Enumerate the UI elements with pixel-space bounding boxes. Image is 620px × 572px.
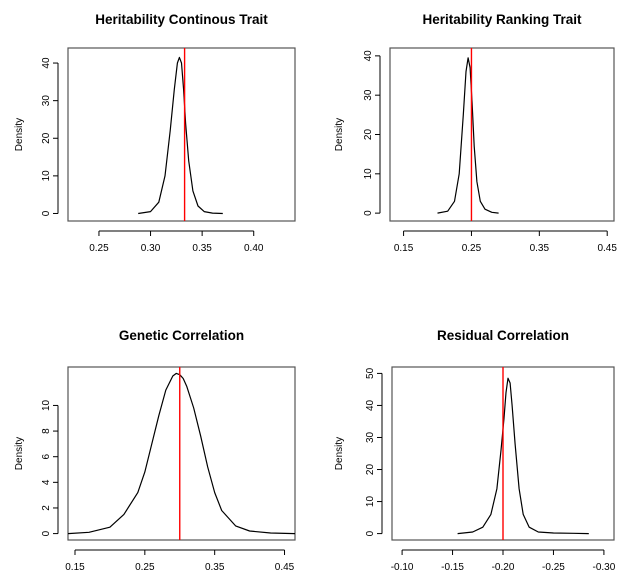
x-tick-label: 0.25 xyxy=(135,562,155,572)
y-tick-label: 10 xyxy=(41,170,52,182)
chart-title: Genetic Correlation xyxy=(119,328,244,343)
plot-frame xyxy=(389,47,615,222)
y-tick-label: 6 xyxy=(41,453,52,459)
x-tick-label: 0.30 xyxy=(141,243,161,254)
density-curve xyxy=(67,372,296,535)
density-curve xyxy=(138,56,223,215)
x-tick-label: -0.10 xyxy=(391,562,414,572)
y-tick-label: 8 xyxy=(41,428,52,434)
x-tick-label: 0.45 xyxy=(275,562,295,572)
y-tick-label: 20 xyxy=(363,129,374,141)
y-axis-label: Density xyxy=(14,437,25,470)
y-tick-label: 40 xyxy=(41,57,52,69)
y-tick-label: 40 xyxy=(365,399,376,411)
chart-title: Residual Correlation xyxy=(437,328,569,343)
x-tick-label: 0.25 xyxy=(462,243,482,254)
y-tick-label: 20 xyxy=(41,132,52,144)
y-tick-label: 0 xyxy=(365,530,376,536)
y-tick-label: 10 xyxy=(363,168,374,180)
y-tick-label: 40 xyxy=(363,50,374,62)
y-tick-label: 0 xyxy=(41,530,52,536)
x-tick-label: 0.15 xyxy=(394,243,414,254)
x-tick-label: -0.20 xyxy=(492,562,515,572)
chart-panel-3: Genetic Correlation Density 0 2 4 6 8 10 0.15 0.2… xyxy=(14,328,296,572)
y-axis-label: Density xyxy=(334,437,345,470)
y-axis-label: Density xyxy=(14,118,25,151)
chart-title: Heritability Ranking Trait xyxy=(422,12,582,27)
density-curve xyxy=(437,57,499,214)
plot-frame xyxy=(67,366,296,541)
density-curve xyxy=(457,377,589,535)
y-tick-label: 50 xyxy=(365,367,376,379)
y-tick-label: 10 xyxy=(365,496,376,508)
x-tick-label: -0.25 xyxy=(542,562,565,572)
chart-panel-4: Residual Correlation Density 0 10 20 30 40 50 -0… xyxy=(334,328,616,572)
x-tick-label: 0.35 xyxy=(192,243,212,254)
chart-panel-2: Heritability Ranking Trait Density 0 10 20 30… xyxy=(334,12,617,254)
y-tick-label: 0 xyxy=(41,210,52,216)
y-tick-label: 0 xyxy=(363,210,374,216)
y-axis-label: Density xyxy=(334,118,345,151)
x-tick-label: 0.35 xyxy=(530,243,550,254)
y-tick-label: 2 xyxy=(41,505,52,511)
y-tick-label: 30 xyxy=(365,431,376,443)
x-tick-label: 0.45 xyxy=(597,243,617,254)
y-tick-label: 20 xyxy=(365,464,376,476)
x-tick-label: -0.15 xyxy=(441,562,464,572)
chart-panel-1: Heritability Continous Trait Density 0 10 20… xyxy=(14,12,296,254)
x-tick-label: 0.35 xyxy=(205,562,225,572)
x-tick-label: 0.40 xyxy=(244,243,264,254)
y-tick-label: 30 xyxy=(363,89,374,101)
x-tick-label: -0.30 xyxy=(593,562,616,572)
chart-title: Heritability Continous Trait xyxy=(95,12,268,27)
x-tick-label: 0.25 xyxy=(89,243,109,254)
y-tick-label: 4 xyxy=(41,479,52,485)
plot-frame xyxy=(67,47,296,222)
y-tick-label: 30 xyxy=(41,95,52,107)
y-tick-label: 10 xyxy=(41,399,52,411)
x-tick-label: 0.15 xyxy=(65,562,85,572)
